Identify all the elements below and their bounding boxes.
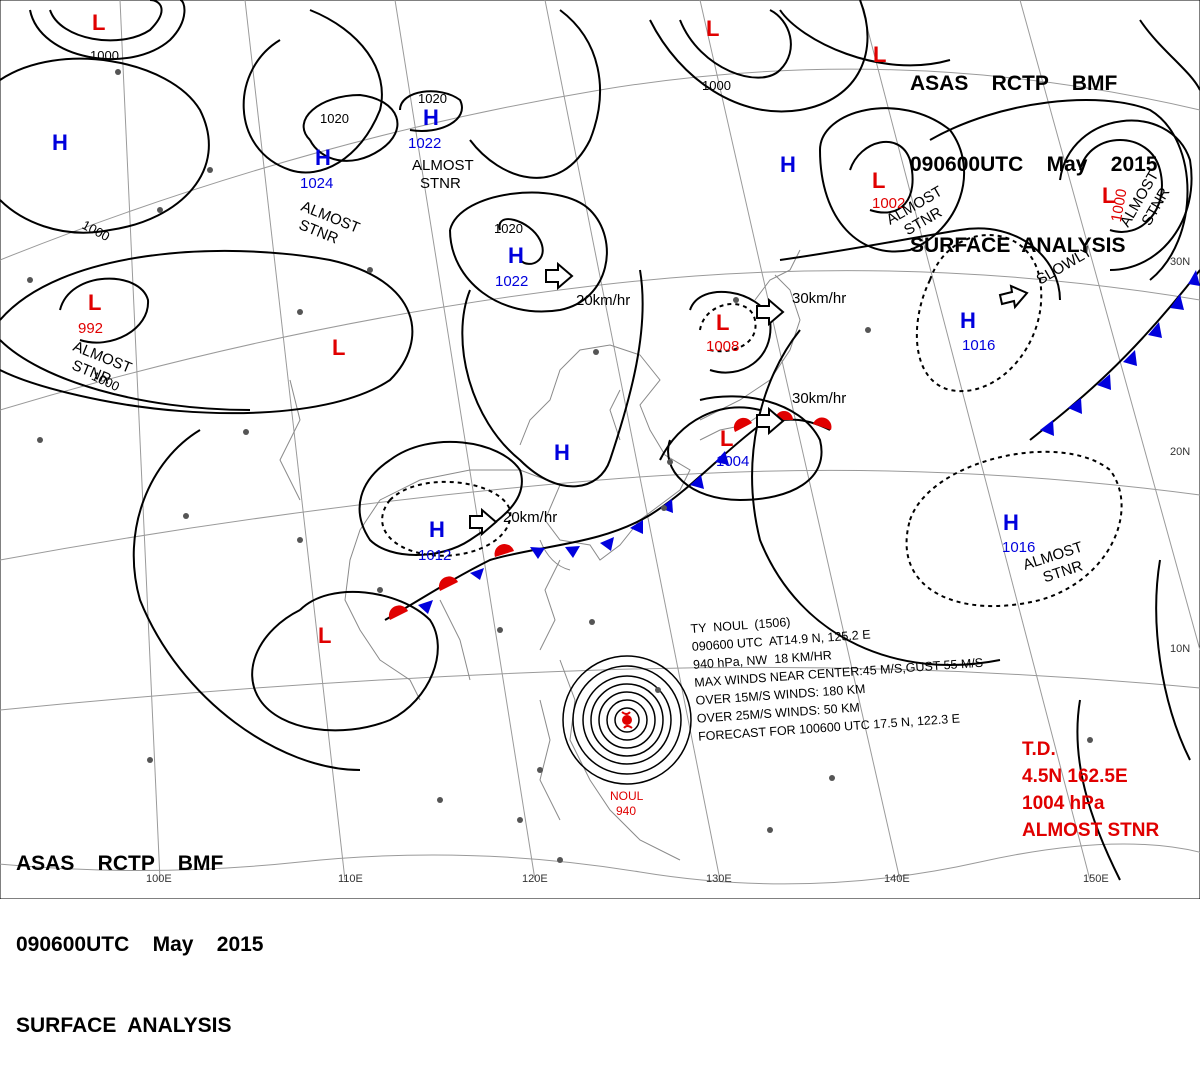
typhoon-info: TY NOUL (1506) 090600 UTC AT14.9 N, 125.… (690, 600, 987, 746)
map-header: ASAS RCTP BMF 090600UTC May 2015 SURFACE… (910, 16, 1157, 286)
pressure-centers: L H H 1024 H 1022 H 1022 L 992 L H H 101… (52, 10, 1131, 648)
high-center: H (960, 308, 976, 333)
graticule (0, 0, 1200, 885)
high-center: H (508, 243, 524, 268)
lat-label: 30N (1170, 256, 1190, 268)
isobars (0, 0, 1200, 881)
lon-label: 130E (706, 873, 732, 885)
station-plots (27, 69, 1093, 863)
motion-arrows (469, 261, 1029, 537)
coastlines (279, 249, 801, 861)
footer-line3: SURFACE ANALYSIS (16, 1014, 232, 1037)
low-center: L (92, 10, 105, 35)
typhoon-pressure: 940 (616, 804, 636, 818)
high-center: H (1003, 510, 1019, 535)
speed-label: 20km/hr (503, 509, 557, 526)
isobar-label: 1020 (320, 111, 349, 126)
td-line: T.D. (1022, 739, 1056, 760)
lon-label: 120E (522, 873, 548, 885)
high-value: 1022 (495, 273, 528, 290)
footer-line1: ASAS RCTP BMF (16, 852, 224, 875)
typhoon-isobars (562, 655, 692, 785)
lon-label: 150E (1083, 873, 1109, 885)
high-value: 1022 (408, 135, 441, 152)
speed-label: 30km/hr (792, 390, 846, 407)
isobar-label: 1000 (90, 48, 119, 63)
lat-label: 10N (1170, 643, 1190, 655)
low-center: L (706, 16, 719, 41)
high-value: 1016 (1002, 539, 1035, 556)
isobar-label: 1020 (494, 221, 523, 236)
td-line: 4.5N 162.5E (1022, 766, 1128, 787)
td-line: 1004 hPa (1022, 793, 1105, 814)
header-line1: ASAS RCTP BMF (910, 72, 1118, 95)
low-center: L (1102, 183, 1115, 208)
speed-label: 20km/hr (576, 292, 630, 309)
low-center: L (318, 623, 331, 648)
low-center: L (716, 310, 729, 335)
high-center: H (423, 105, 439, 130)
low-value: 1004 (716, 453, 749, 470)
lon-label: 140E (884, 873, 910, 885)
cold-front (1029, 269, 1200, 441)
typhoon-name: NOUL (610, 789, 644, 803)
high-center: H (52, 130, 68, 155)
tropical-depression-info: T.D. 4.5N 162.5E 1004 hPa ALMOST STNR (1022, 736, 1159, 844)
isobar-label: 1000 (702, 78, 731, 93)
header-line2: 090600UTC May 2015 (910, 153, 1158, 176)
low-center: L (720, 426, 733, 451)
lat-label: 20N (1170, 446, 1190, 458)
motion-labels: 20km/hr 20km/hr 30km/hr 30km/hr (503, 290, 846, 526)
grid-labels: 100E 110E 120E 130E 140E 150E 30N 20N 10… (146, 256, 1190, 885)
high-center: H (429, 517, 445, 542)
high-value: 1012 (418, 547, 451, 564)
low-center: L (873, 42, 886, 67)
high-center: H (780, 152, 796, 177)
low-value: 1000 (1108, 188, 1131, 224)
high-center: H (315, 145, 331, 170)
weather-map: 100E 110E 120E 130E 140E 150E 30N 20N 10… (0, 0, 1200, 899)
dashed-isobars (381, 234, 1123, 608)
low-center: L (88, 290, 101, 315)
low-center: L (872, 168, 885, 193)
high-value: 1024 (300, 175, 333, 192)
low-value: 1008 (706, 338, 739, 355)
speed-label: 30km/hr (792, 290, 846, 307)
typhoon-labels: NOUL 940 (610, 789, 644, 818)
lon-label: 100E (146, 873, 172, 885)
high-center: H (554, 440, 570, 465)
typhoon-symbol (621, 711, 633, 729)
map-footer: ASAS RCTP BMF 090600UTC May 2015 SURFACE… (16, 796, 263, 1066)
td-line: ALMOST STNR (1022, 820, 1160, 841)
low-center: L (332, 335, 345, 360)
high-value: 1016 (962, 337, 995, 354)
isobar-label: 1020 (418, 91, 447, 106)
low-value: 992 (78, 320, 103, 337)
lon-label: 110E (338, 873, 363, 885)
header-line3: SURFACE ANALYSIS (910, 234, 1126, 257)
low-value: 1002 (872, 195, 905, 212)
footer-line2: 090600UTC May 2015 (16, 933, 264, 956)
